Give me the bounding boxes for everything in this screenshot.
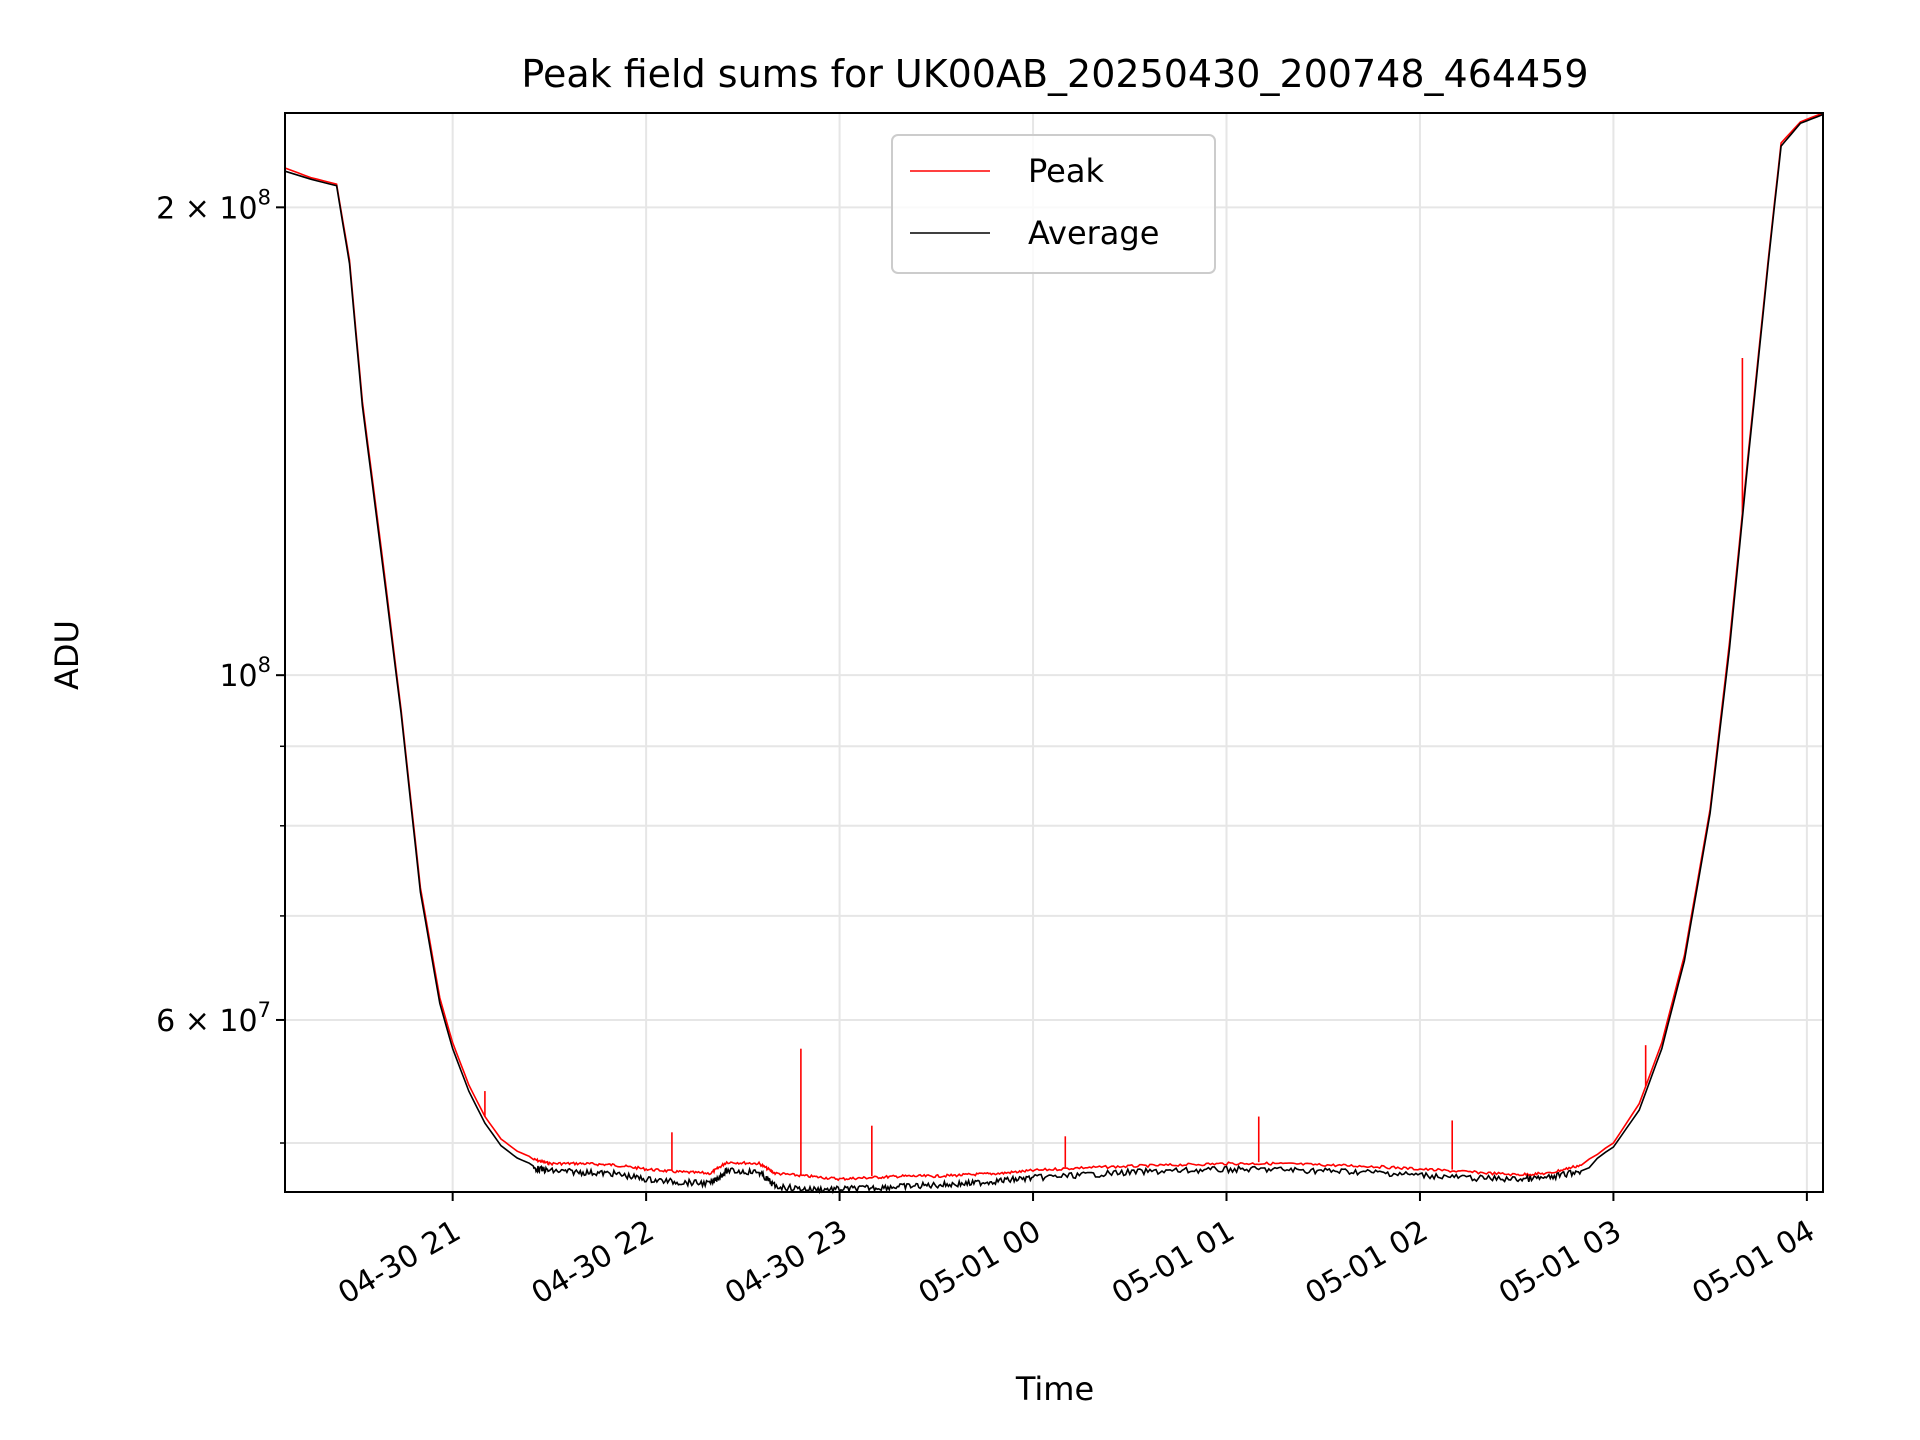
series-layer <box>284 112 1824 1195</box>
y-tick-label: 108 <box>219 653 271 694</box>
legend: Peak Average <box>891 134 1216 274</box>
x-axis-label: Time <box>1015 1370 1094 1408</box>
grid <box>285 113 1823 1192</box>
series-peak-line <box>284 112 1824 1182</box>
legend-entry-average: Average <box>1028 214 1159 252</box>
legend-entry-peak: Peak <box>1028 152 1104 190</box>
y-tick-label: 2 × 108 <box>156 185 271 226</box>
y-tick-label: 6 × 107 <box>156 998 271 1039</box>
chart-title: Peak field sums for UK00AB_20250430_2007… <box>521 52 1588 96</box>
y-axis-label: ADU <box>48 620 86 690</box>
series-average-line <box>284 113 1824 1195</box>
plot-frame <box>284 112 1824 1193</box>
legend-box <box>891 134 1216 274</box>
